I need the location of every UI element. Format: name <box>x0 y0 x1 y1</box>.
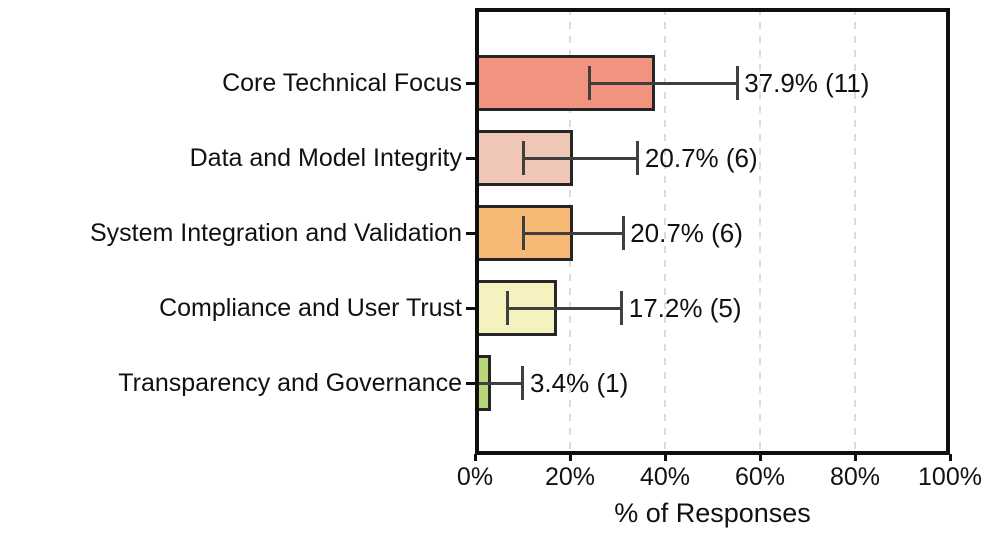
plot-area <box>475 8 950 455</box>
gridline <box>854 8 856 455</box>
x-axis-tick <box>948 454 952 461</box>
x-axis-label: % of Responses <box>614 498 811 528</box>
y-axis-tick <box>466 231 475 235</box>
y-axis-tick <box>466 81 475 85</box>
bar-value-annotation: 37.9% (11) <box>744 68 870 98</box>
error-bar-line <box>523 231 624 235</box>
y-axis-tick <box>466 306 475 310</box>
error-bar-line <box>507 306 622 310</box>
bar-value-annotation: 3.4% (1) <box>529 368 629 398</box>
error-bar-cap-high <box>521 366 525 400</box>
bar-value-annotation: 20.7% (6) <box>630 218 743 248</box>
error-bar-cap-low <box>522 216 526 250</box>
x-tick-label: 80% <box>829 463 881 491</box>
y-axis-tick <box>466 381 475 385</box>
bar-value-annotation: 20.7% (6) <box>644 143 758 173</box>
error-bar-line <box>523 156 638 160</box>
x-axis-tick <box>473 454 477 461</box>
x-tick-label: 0% <box>456 463 494 491</box>
y-axis-tick <box>466 156 475 160</box>
category-label: Core Technical Focus <box>222 69 462 97</box>
x-axis-tick <box>568 454 572 461</box>
x-tick-label: 60% <box>734 463 786 491</box>
category-label: System Integration and Validation <box>90 219 462 247</box>
error-bar-line <box>589 81 738 85</box>
x-tick-label: 40% <box>639 463 691 491</box>
error-bar-cap-low <box>476 366 480 400</box>
error-bar-cap-high <box>636 141 640 175</box>
gridline <box>664 8 666 455</box>
x-tick-label: 20% <box>544 463 596 491</box>
error-bar-cap-high <box>620 291 624 325</box>
error-bar-cap-high <box>621 216 625 250</box>
error-bar-cap-high <box>735 66 739 100</box>
error-bar-line <box>477 381 523 385</box>
x-axis-tick <box>853 454 857 461</box>
x-axis-tick <box>758 454 762 461</box>
error-bar-cap-low <box>506 291 510 325</box>
gridline <box>759 8 761 455</box>
category-label: Transparency and Governance <box>118 369 462 397</box>
x-axis-tick <box>663 454 667 461</box>
x-tick-label: 100% <box>918 463 982 491</box>
error-bar-cap-low <box>588 66 592 100</box>
category-label: Data and Model Integrity <box>189 144 462 172</box>
category-label: Compliance and User Trust <box>159 294 462 322</box>
error-bar-cap-low <box>522 141 526 175</box>
bar-value-annotation: 17.2% (5) <box>628 293 742 323</box>
